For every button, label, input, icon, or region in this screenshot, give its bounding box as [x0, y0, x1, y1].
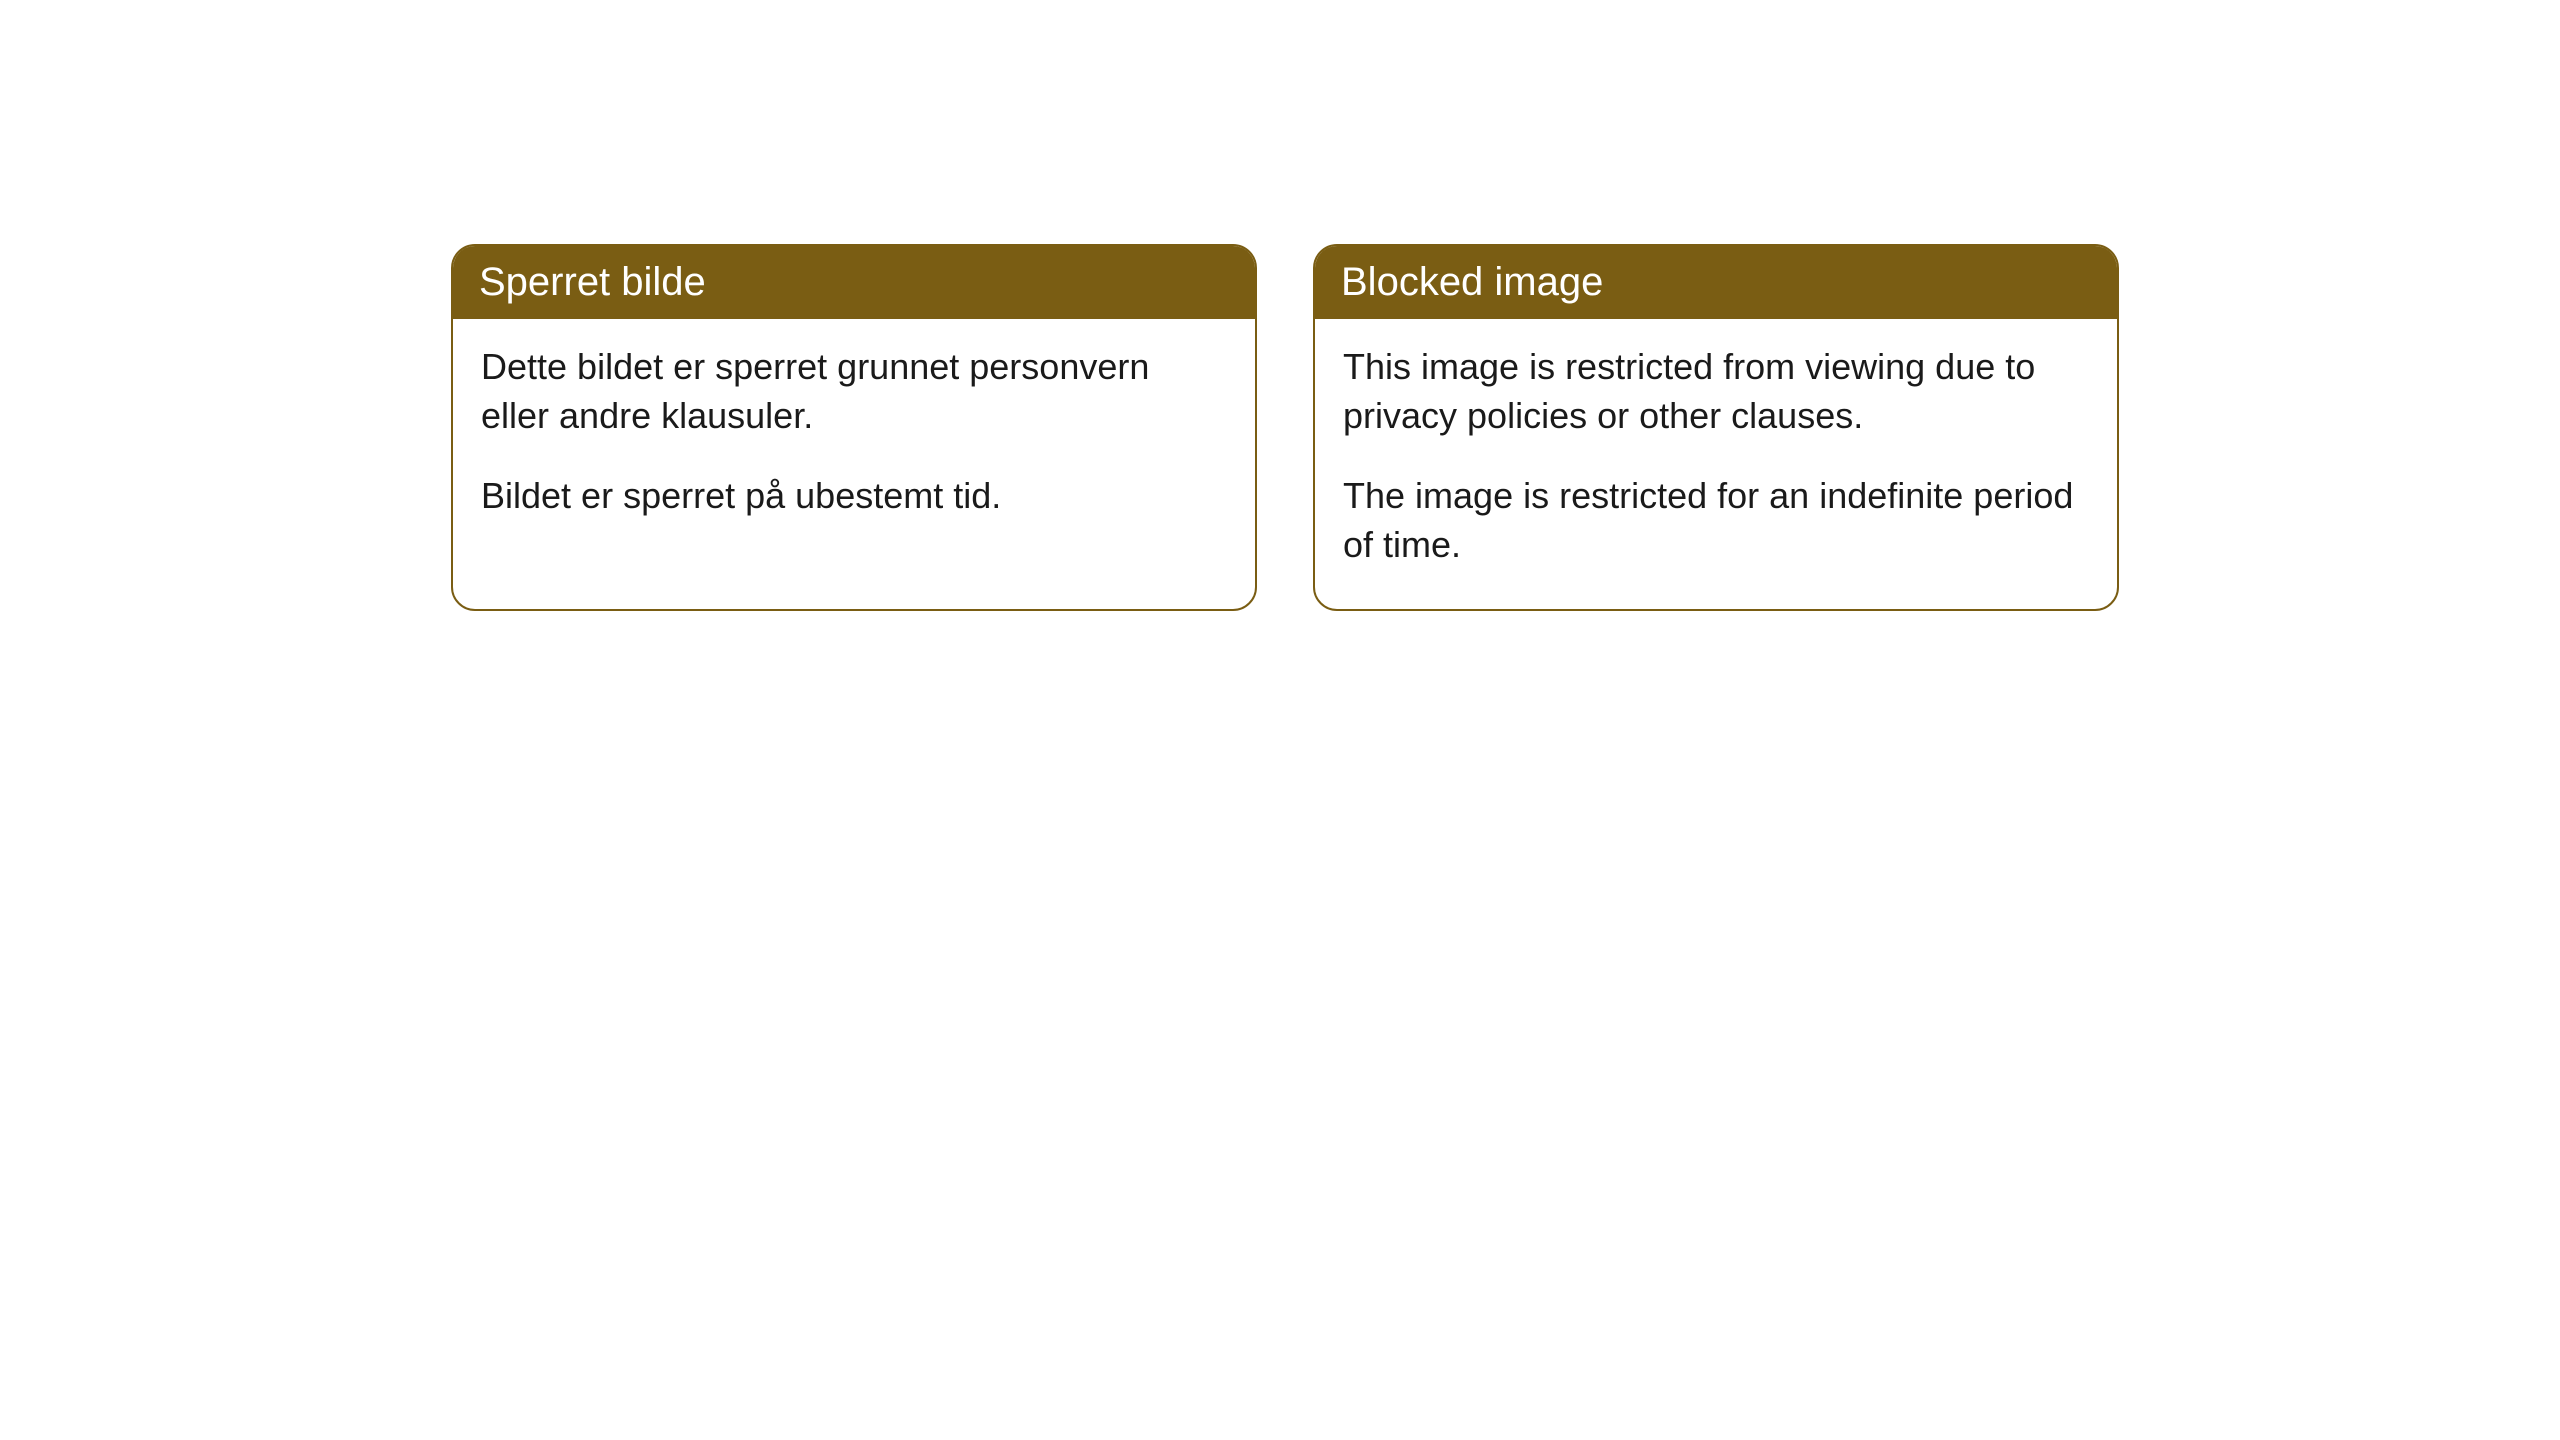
- notice-card-norwegian: Sperret bilde Dette bildet er sperret gr…: [451, 244, 1257, 611]
- card-header-english: Blocked image: [1315, 246, 2117, 319]
- card-paragraph: Bildet er sperret på ubestemt tid.: [481, 472, 1227, 521]
- notice-card-english: Blocked image This image is restricted f…: [1313, 244, 2119, 611]
- notice-cards-container: Sperret bilde Dette bildet er sperret gr…: [451, 244, 2119, 611]
- card-body-norwegian: Dette bildet er sperret grunnet personve…: [453, 319, 1255, 561]
- card-header-norwegian: Sperret bilde: [453, 246, 1255, 319]
- card-body-english: This image is restricted from viewing du…: [1315, 319, 2117, 609]
- card-paragraph: Dette bildet er sperret grunnet personve…: [481, 343, 1227, 440]
- card-paragraph: This image is restricted from viewing du…: [1343, 343, 2089, 440]
- card-title: Blocked image: [1341, 260, 1603, 304]
- card-paragraph: The image is restricted for an indefinit…: [1343, 472, 2089, 569]
- card-title: Sperret bilde: [479, 260, 706, 304]
